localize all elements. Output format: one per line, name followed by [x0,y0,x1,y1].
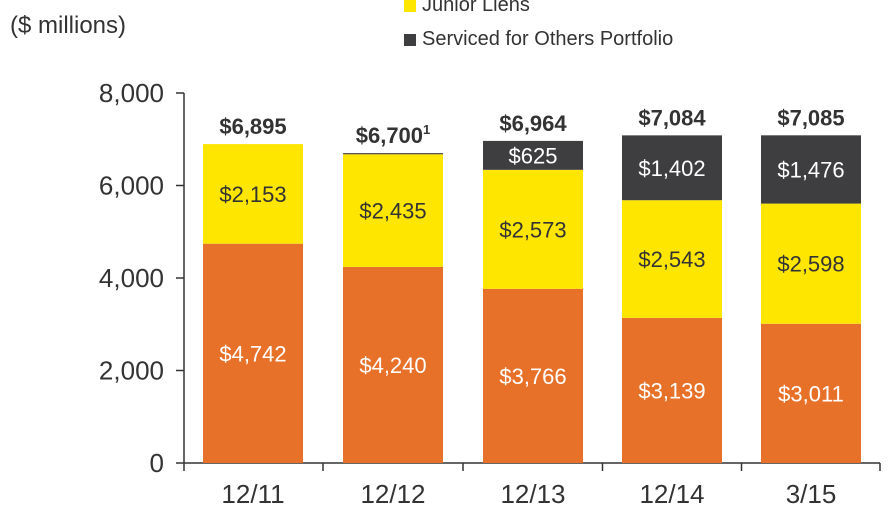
legend-swatch-junior-liens [404,0,416,12]
x-category-label: 12/11 [221,479,284,509]
x-category-label: 3/15 [786,479,837,509]
bar-value-label: $4,240 [359,353,426,378]
bar-value-label: $625 [509,143,558,168]
bar-segment [761,135,861,204]
bar-segment [761,323,861,463]
bar-total-label: $6,7001 [356,122,431,148]
bar-value-label: $2,598 [777,252,844,277]
bar-segment [343,154,443,267]
bar-segment [622,200,722,318]
y-tick-label: 0 [150,448,164,478]
bar-segment [483,169,583,289]
bar-segment [483,140,583,170]
bar-value-label: $2,573 [499,217,566,242]
y-tick-label: 6,000 [99,171,164,201]
bar-value-label: $3,766 [499,364,566,389]
bar-total-label: $7,084 [638,105,706,130]
unit-label: ($ millions) [10,12,127,39]
total-footnote-marker: 1 [423,122,430,137]
x-category-label: 12/12 [360,479,425,509]
y-tick-label: 2,000 [99,356,164,386]
bar-segment [761,203,861,324]
bar-total-label: $6,895 [219,114,286,139]
bar-value-label: $2,153 [219,182,286,207]
y-tick-label: 8,000 [99,78,164,108]
bar-segment [622,317,722,463]
y-tick-label: 4,000 [99,263,164,293]
bar-value-label: $4,742 [219,341,286,366]
legend-item-junior-liens: Junior Liens [404,0,530,17]
bar-total-label: $7,085 [777,105,844,130]
bar-value-label: $2,435 [359,199,426,224]
bar-segment [483,288,583,463]
bar-segment [343,153,443,155]
legend-label-serviced-for-others: Serviced for Others Portfolio [422,28,674,50]
bar-segment [622,135,722,201]
bar-segment [203,144,303,244]
bar-value-label: $3,011 [778,381,844,406]
bar-segment [343,266,443,463]
bar-value-label: $1,476 [777,157,844,182]
bar-total-label: $6,964 [499,111,567,136]
x-category-label: 12/14 [639,479,704,509]
legend-label-junior-liens: Junior Liens [422,0,530,16]
legend-item-serviced-for-others: Serviced for Others Portfolio [404,28,673,51]
x-category-label: 12/13 [500,479,565,509]
bar-value-label: $3,139 [638,378,705,403]
legend-swatch-serviced-for-others [404,33,416,46]
bar-segment [203,243,303,463]
bar-value-label: $1,402 [638,156,705,181]
bar-value-label: $2,543 [638,247,705,272]
